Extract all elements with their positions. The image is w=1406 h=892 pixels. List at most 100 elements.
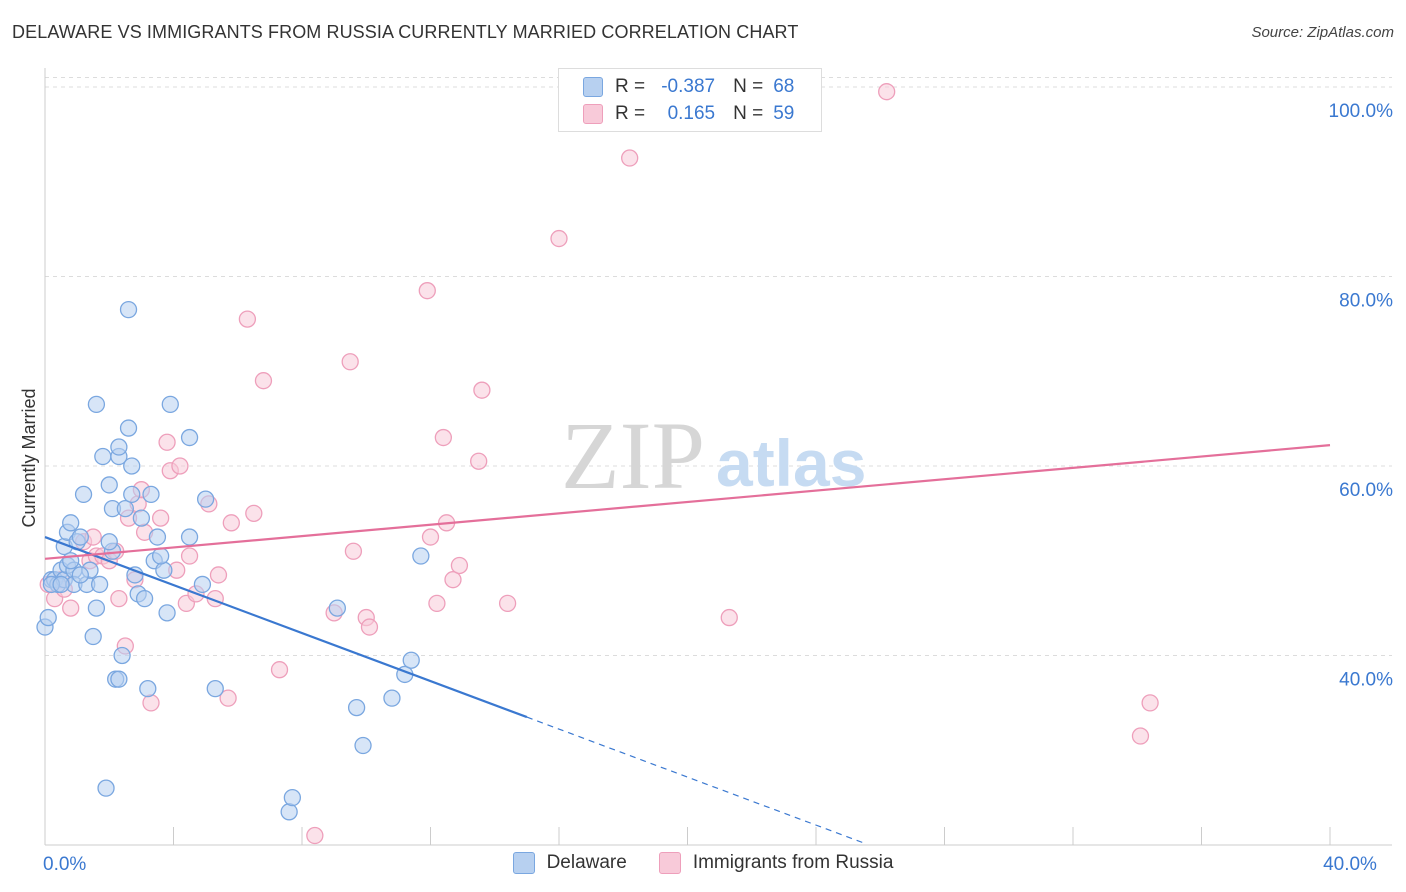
watermark-zip: ZIP: [561, 402, 705, 509]
chart-title: DELAWARE VS IMMIGRANTS FROM RUSSIA CURRE…: [12, 22, 799, 42]
delaware-point: [113, 646, 131, 665]
delaware-trend-extension: [526, 716, 865, 844]
russia-point: [254, 372, 273, 390]
delaware-point: [84, 627, 102, 646]
delaware-point: [148, 528, 167, 546]
stats-legend: R = -0.387 N = 68 R = 0.165 N = 59: [558, 68, 822, 132]
russia-point: [270, 661, 289, 679]
russia-point: [158, 433, 176, 451]
russia-point: [428, 594, 446, 613]
legend-swatch-blue: [583, 77, 603, 97]
legend-n-label: N =: [733, 103, 764, 124]
y-tick-label: 60.0%: [1339, 480, 1393, 501]
delaware-point: [280, 803, 298, 821]
y-tick-label: 100.0%: [1329, 101, 1394, 122]
y-axis-label: Currently Married: [19, 388, 39, 527]
russia-point: [142, 694, 160, 712]
delaware-point: [328, 599, 346, 617]
delaware-point: [158, 604, 176, 622]
russia-point: [550, 229, 568, 248]
russia-point: [473, 381, 491, 399]
delaware-point: [283, 788, 302, 807]
russia-point: [450, 556, 469, 575]
delaware-point: [52, 575, 70, 594]
delaware-point: [354, 736, 372, 755]
russia-point: [219, 689, 237, 707]
series-immigrants-from-russia: [39, 83, 1159, 845]
delaware-point: [142, 485, 160, 504]
legend-item-russia[interactable]: Immigrants from Russia: [658, 852, 894, 874]
russia-point: [238, 310, 257, 328]
delaware-point: [347, 698, 366, 717]
y-tick-label: 80.0%: [1339, 290, 1393, 311]
delaware-point: [180, 528, 199, 546]
legend-n-label: N =: [733, 76, 764, 97]
russia-point: [209, 566, 228, 584]
russia-trend-line: [44, 444, 1331, 560]
russia-point: [720, 608, 738, 627]
russia-point: [245, 504, 263, 523]
delaware-point: [97, 779, 115, 797]
russia-point: [470, 452, 488, 470]
legend-swatch-blue: [512, 852, 535, 874]
delaware-point: [126, 566, 144, 584]
series-legend: Delaware Immigrants from Russia: [0, 852, 1406, 874]
watermark: ZIP atlas: [561, 402, 866, 509]
russia-point: [360, 618, 379, 636]
legend-n-value: 59: [773, 103, 795, 124]
delaware-point: [412, 547, 430, 565]
russia-point: [62, 599, 80, 617]
legend-label-russia: Immigrants from Russia: [692, 852, 894, 873]
delaware-point: [155, 561, 173, 579]
delaware-point: [151, 547, 170, 565]
delaware-point: [135, 589, 154, 608]
legend-label-delaware: Delaware: [546, 852, 627, 873]
delaware-point: [196, 490, 215, 508]
delaware-point: [383, 689, 401, 707]
russia-point: [344, 542, 363, 560]
delaware-point: [180, 428, 199, 447]
delaware-trend-line: [44, 536, 528, 719]
delaware-point: [87, 599, 106, 617]
delaware-point: [123, 457, 141, 475]
delaware-point: [100, 533, 118, 551]
russia-point: [171, 457, 189, 475]
legend-swatch-pink: [658, 852, 681, 874]
russia-point: [1131, 727, 1150, 745]
legend-r-label: R =: [615, 76, 646, 97]
delaware-point: [139, 680, 157, 698]
russia-point: [621, 149, 639, 167]
legend-item-delaware[interactable]: Delaware: [512, 852, 627, 874]
russia-point: [1141, 694, 1159, 712]
source-label: Source: ZipAtlas.com: [1251, 24, 1394, 41]
delaware-point: [90, 575, 109, 594]
x-tick-label: 0.0%: [43, 854, 86, 875]
delaware-point: [119, 300, 138, 319]
russia-point: [878, 83, 896, 101]
russia-point: [341, 353, 359, 371]
russia-point: [222, 514, 240, 532]
delaware-point: [71, 566, 89, 584]
delaware-point: [193, 575, 212, 594]
russia-point: [110, 589, 128, 608]
x-tick-label: 40.0%: [1323, 854, 1377, 875]
legend-r-value: 0.165: [667, 103, 716, 124]
delaware-point: [206, 680, 224, 698]
delaware-point: [402, 651, 420, 669]
delaware-point: [119, 419, 138, 437]
russia-point: [418, 282, 436, 300]
russia-point: [434, 428, 453, 447]
delaware-point: [62, 514, 80, 532]
russia-point: [421, 528, 440, 546]
delaware-point: [74, 485, 93, 504]
series-delaware: [36, 300, 430, 821]
russia-point: [180, 547, 199, 565]
delaware-point: [110, 438, 128, 456]
delaware-point: [39, 608, 57, 627]
legend-r-value: -0.387: [661, 76, 716, 97]
delaware-point: [110, 670, 128, 688]
delaware-point: [71, 528, 89, 546]
delaware-point: [94, 447, 112, 466]
russia-point: [444, 571, 462, 589]
